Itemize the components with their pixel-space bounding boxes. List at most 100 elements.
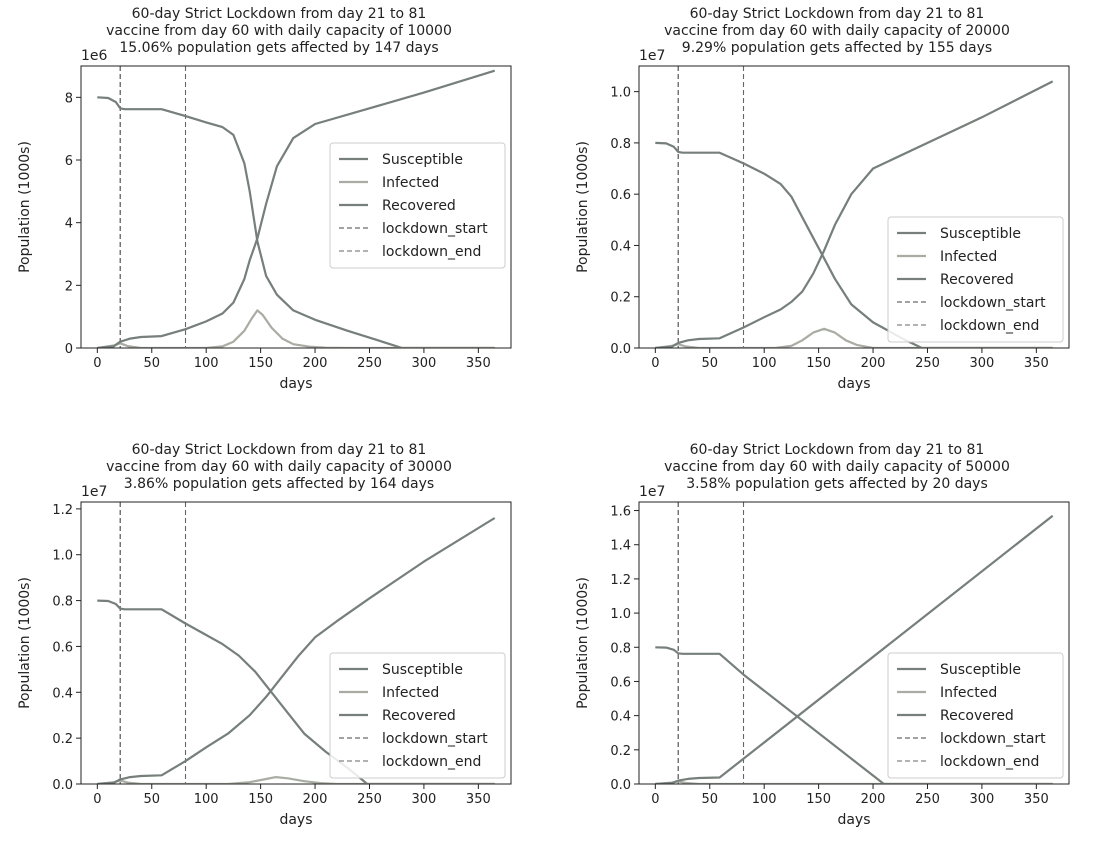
y-tick-label: 1.2 [52, 503, 73, 518]
recovered-series-line [97, 517, 496, 784]
y-tick-label: 0.2 [52, 732, 73, 747]
x-tick-label: 300 [411, 792, 436, 807]
axis-scale-label: 1e7 [639, 48, 665, 64]
legend-label-infected: Infected [940, 249, 997, 265]
infected-series-line [97, 309, 495, 348]
x-tick-label: 200 [303, 356, 328, 371]
legend-label-recovered: Recovered [940, 708, 1014, 724]
x-tick-label: 50 [701, 792, 718, 807]
y-tick-label: 1.0 [610, 607, 631, 622]
x-tick-label: 250 [357, 356, 382, 371]
y-tick-label: 8 [65, 91, 73, 106]
y-tick-label: 1.2 [610, 573, 631, 588]
infected-series-line [97, 776, 495, 784]
y-tick-label: 0.0 [610, 342, 631, 357]
y-tick-label: 1.4 [610, 539, 631, 554]
legend-label-susceptible: Susceptible [382, 152, 463, 168]
y-tick-label: 0.4 [610, 239, 631, 254]
chart-title-line-3: 15.06% population gets affected by 147 d… [119, 40, 439, 56]
y-tick-label: 0.6 [610, 675, 631, 690]
x-tick-label: 100 [752, 792, 777, 807]
axes-frame [80, 501, 512, 785]
legend-label-recovered: Recovered [382, 708, 456, 724]
axis-scale-label: 1e7 [639, 484, 665, 500]
y-tick-label: 0 [65, 342, 73, 357]
x-tick-label: 0 [651, 356, 659, 371]
y-tick-label: 0.4 [52, 686, 73, 701]
y-tick-label: 0.2 [610, 744, 631, 759]
x-tick-label: 200 [303, 792, 328, 807]
recovered-series-line [655, 80, 1054, 348]
legend-frame [329, 142, 506, 269]
x-axis-label: days [279, 812, 312, 828]
legend-label-lockdown_end: lockdown_end [940, 318, 1039, 334]
axis-scale-label: 1e7 [81, 484, 107, 500]
chart-title-line-3: 3.58% population gets affected by 20 day… [686, 476, 988, 492]
legend-label-lockdown_end: lockdown_end [382, 754, 481, 770]
legend-label-infected: Infected [382, 685, 439, 701]
x-tick-label: 250 [915, 356, 940, 371]
axis-scale-label: 1e6 [81, 48, 108, 64]
y-tick-label: 0.2 [610, 291, 631, 306]
axes-frame [638, 65, 1070, 349]
x-tick-label: 350 [466, 792, 491, 807]
y-tick-label: 0.0 [610, 778, 631, 793]
x-tick-label: 300 [969, 356, 994, 371]
x-tick-label: 200 [861, 356, 886, 371]
legend-label-recovered: Recovered [382, 198, 456, 214]
chart-title-line-3: 3.86% population gets affected by 164 da… [123, 476, 435, 492]
legend-label-susceptible: Susceptible [382, 662, 463, 678]
x-tick-label: 150 [806, 792, 831, 807]
y-tick-label: 0.8 [52, 595, 73, 610]
x-tick-label: 150 [806, 356, 831, 371]
recovered-series-line [97, 69, 496, 348]
x-tick-label: 250 [915, 792, 940, 807]
y-tick-label: 1.0 [610, 86, 631, 101]
y-tick-label: 0.8 [610, 641, 631, 656]
x-tick-label: 50 [701, 356, 718, 371]
legend-frame [887, 216, 1064, 343]
x-tick-label: 150 [248, 356, 273, 371]
y-tick-label: 6 [65, 154, 73, 169]
x-tick-label: 350 [466, 356, 491, 371]
series-group [655, 502, 1054, 784]
x-tick-label: 100 [194, 792, 219, 807]
x-tick-label: 150 [248, 792, 273, 807]
axes-frame [80, 65, 512, 349]
y-axis-label: Population (1000s) [17, 577, 33, 709]
legend-label-susceptible: Susceptible [940, 226, 1021, 242]
legend-label-recovered: Recovered [940, 272, 1014, 288]
chart-plot-3: 0 50 100 150 200 250 300 350 0.0 0.2 0.4 0.6 0.8 1.0 1… [17, 484, 512, 828]
y-tick-label: 1.0 [52, 549, 73, 564]
x-tick-label: 250 [357, 792, 382, 807]
x-tick-label: 0 [93, 792, 101, 807]
x-tick-label: 100 [194, 356, 219, 371]
y-axis-label: Population (1000s) [575, 141, 591, 273]
x-tick-label: 0 [93, 356, 101, 371]
y-tick-label: 4 [65, 217, 73, 232]
recovered-series-line [655, 514, 1054, 784]
y-tick-label: 0.8 [610, 137, 631, 152]
legend-label-infected: Infected [382, 175, 439, 191]
legend: Susceptible Infected Recovered lockdown_sta… [887, 216, 1064, 343]
chart-panel-4: 60-day Strict Lockdown from day 21 to 81… [558, 424, 1116, 848]
legend-label-lockdown_end: lockdown_end [382, 244, 481, 260]
legend: Susceptible Infected Recovered lockdown_sta… [329, 142, 506, 269]
series-group [97, 66, 496, 348]
y-tick-label: 0.6 [610, 188, 631, 203]
legend: Susceptible Infected Recovered lockdown_sta… [887, 652, 1064, 779]
legend-frame [887, 652, 1064, 779]
x-axis-label: days [837, 376, 870, 392]
chart-title-line-2: vaccine from day 60 with daily capacity … [664, 459, 1010, 475]
susceptible-series-line [97, 96, 495, 348]
legend-label-lockdown_start: lockdown_start [940, 295, 1046, 311]
x-tick-label: 350 [1024, 356, 1049, 371]
legend-frame [329, 652, 506, 779]
chart-title-line-1: 60-day Strict Lockdown from day 21 to 81 [689, 442, 985, 458]
infected-series-line [655, 327, 1053, 348]
x-tick-label: 0 [651, 792, 659, 807]
y-tick-label: 2 [65, 279, 73, 294]
chart-plot-2: 0 50 100 150 200 250 300 350 0.0 0.2 0.4 0.6 0.8 1.0 1… [575, 48, 1070, 392]
legend-label-infected: Infected [940, 685, 997, 701]
susceptible-series-line [655, 646, 1053, 784]
